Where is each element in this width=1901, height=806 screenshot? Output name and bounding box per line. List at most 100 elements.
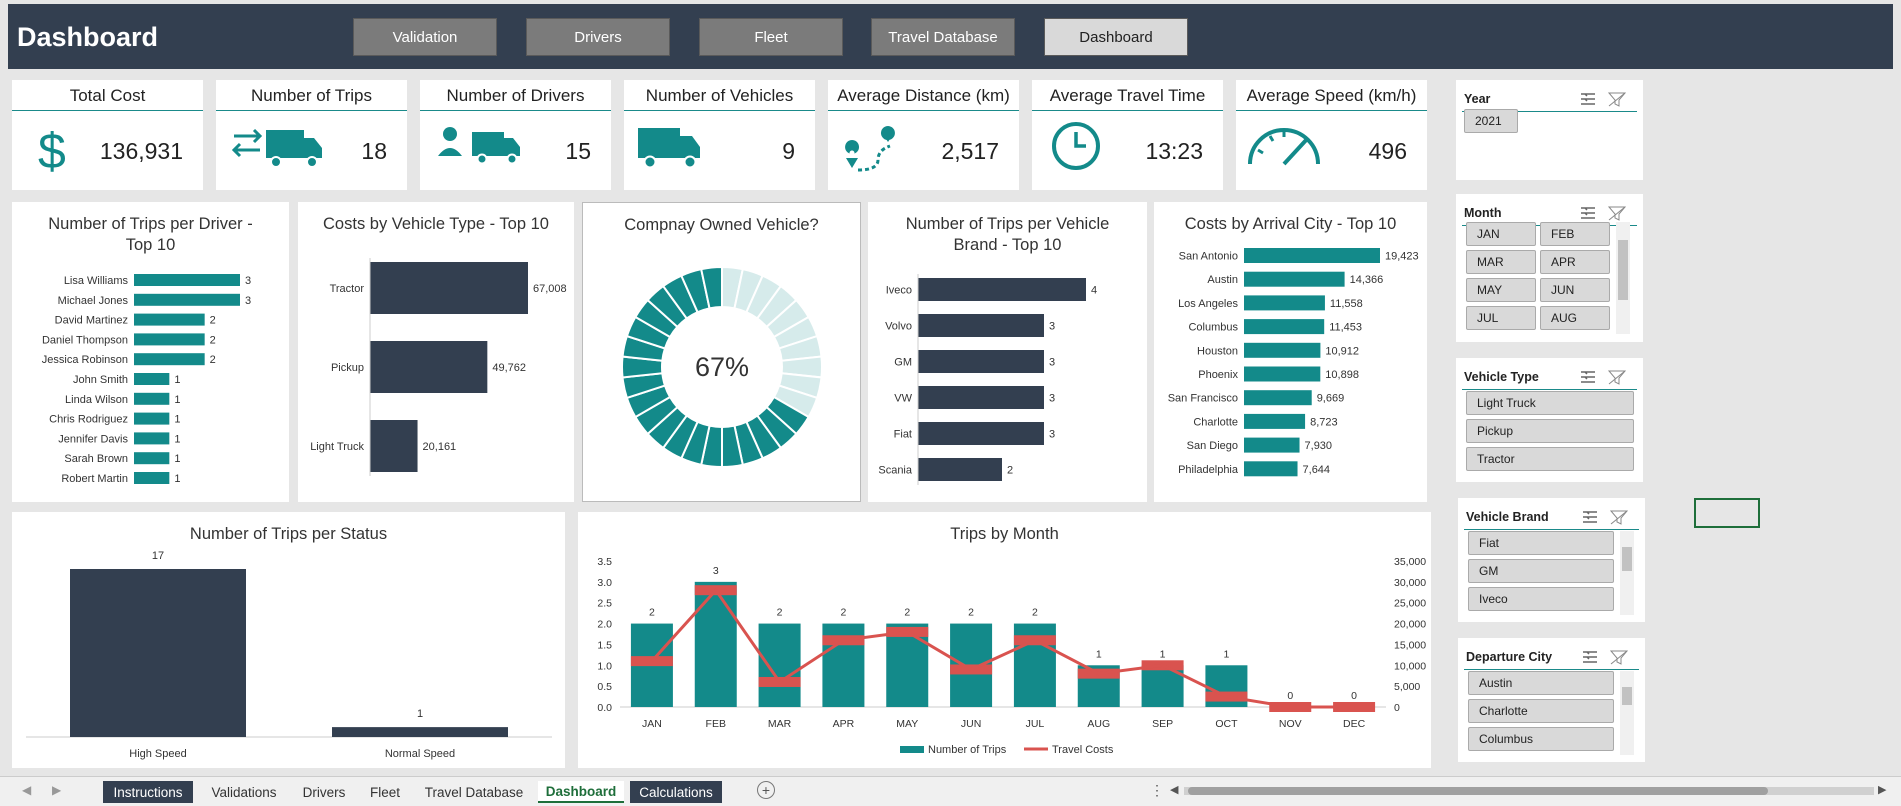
slicer-scrollbar[interactable] bbox=[1620, 671, 1634, 755]
y2-tick-label: 30,000 bbox=[1394, 577, 1426, 589]
category-label: Phoenix bbox=[1198, 369, 1238, 381]
y2-tick-label: 25,000 bbox=[1394, 598, 1426, 610]
y-tick-label: 0.5 bbox=[597, 681, 612, 693]
slicer-title: Departure City bbox=[1466, 650, 1553, 664]
multi-select-icon[interactable] bbox=[1581, 648, 1631, 666]
tab-travel-database[interactable]: Travel Database bbox=[424, 784, 524, 800]
tab-drivers[interactable]: Drivers bbox=[302, 784, 346, 800]
bar bbox=[134, 353, 205, 366]
data-label: 1 bbox=[174, 394, 180, 406]
slicer-item[interactable]: JUL bbox=[1466, 306, 1536, 330]
multi-select-icon[interactable] bbox=[1579, 204, 1629, 222]
data-label: 1 bbox=[1096, 648, 1102, 660]
bar bbox=[370, 420, 418, 472]
slicer-item[interactable]: Austin bbox=[1468, 671, 1614, 695]
kpi-label: Number of Trips bbox=[251, 86, 372, 105]
bar bbox=[1244, 413, 1306, 429]
category-label: Pickup bbox=[331, 362, 364, 374]
slicer-item[interactable]: Fiat bbox=[1468, 531, 1614, 555]
slicer-item[interactable]: APR bbox=[1540, 250, 1610, 274]
category-label: Fiat bbox=[894, 429, 912, 441]
data-label: 2 bbox=[904, 607, 910, 619]
legend-label: Travel Costs bbox=[1052, 744, 1114, 756]
multi-select-icon[interactable] bbox=[1581, 508, 1631, 526]
tab-fleet[interactable]: Fleet bbox=[369, 784, 400, 800]
bar bbox=[134, 392, 170, 405]
kpi-average-speed: Average Speed (km/h) 496 bbox=[1236, 80, 1427, 190]
more-options-icon[interactable]: ⋮ bbox=[1150, 782, 1164, 798]
slicer-item[interactable]: Light Truck bbox=[1466, 391, 1634, 415]
hscroll-right-icon[interactable]: ▶ bbox=[1878, 784, 1887, 796]
nav-travel-database-button[interactable]: Travel Database bbox=[871, 18, 1015, 56]
bar bbox=[886, 623, 929, 707]
slicer-scrollbar[interactable] bbox=[1616, 222, 1630, 334]
slicer-item[interactable]: AUG bbox=[1540, 306, 1610, 330]
tick-label: AUG bbox=[1087, 718, 1110, 730]
slicer-item[interactable]: Charlotte bbox=[1468, 699, 1614, 723]
driver-truck-icon bbox=[438, 127, 520, 165]
bar bbox=[134, 432, 170, 445]
kpi-label: Number of Drivers bbox=[446, 86, 585, 105]
slicer-item[interactable]: Iveco bbox=[1468, 587, 1614, 611]
bar bbox=[1244, 437, 1300, 453]
bar bbox=[918, 386, 1044, 409]
nav-validation-button[interactable]: Validation bbox=[353, 18, 497, 56]
horizontal-scrollbar[interactable] bbox=[1184, 787, 1874, 795]
slicer-item[interactable]: MAY bbox=[1466, 278, 1536, 302]
kpi-label: Average Travel Time bbox=[1049, 86, 1206, 105]
slicer-item[interactable]: JAN bbox=[1466, 222, 1536, 246]
selected-cell[interactable] bbox=[1694, 498, 1760, 528]
tab-calculations[interactable]: Calculations bbox=[630, 781, 722, 803]
chart-title: Number of Trips per Vehicle Brand - Top … bbox=[905, 215, 1110, 254]
nav-drivers-button[interactable]: Drivers bbox=[526, 18, 670, 56]
multi-select-icon[interactable] bbox=[1579, 368, 1629, 386]
slicer-item[interactable]: Tractor bbox=[1466, 447, 1634, 471]
bar bbox=[134, 412, 170, 425]
bar bbox=[134, 452, 170, 465]
kpi-value: 136,931 bbox=[99, 138, 183, 164]
hscroll-left-icon[interactable]: ◀ bbox=[1170, 784, 1179, 796]
multi-select-icon[interactable] bbox=[1579, 90, 1629, 108]
page-title: Dashboard bbox=[17, 22, 159, 52]
tab-scroll-left-icon[interactable]: ◀ bbox=[22, 783, 32, 797]
tab-dashboard[interactable]: Dashboard bbox=[538, 781, 624, 803]
slicer-item[interactable]: FEB bbox=[1540, 222, 1610, 246]
slicer-item[interactable]: Columbus bbox=[1468, 727, 1614, 751]
category-label: Daniel Thompson bbox=[42, 334, 128, 346]
data-label: 3 bbox=[1049, 393, 1055, 405]
category-label: Lisa Williams bbox=[64, 275, 129, 287]
nav-fleet-button[interactable]: Fleet bbox=[699, 18, 843, 56]
slicer-title: Vehicle Type bbox=[1464, 370, 1539, 384]
category-label: VW bbox=[894, 393, 912, 405]
data-label: 10,898 bbox=[1325, 369, 1359, 381]
tab-instructions[interactable]: Instructions bbox=[103, 781, 193, 803]
data-label: 67,008 bbox=[533, 283, 567, 295]
bar bbox=[1244, 271, 1345, 287]
chart-title: Costs by Vehicle Type - Top 10 bbox=[323, 215, 549, 233]
data-label: 20,161 bbox=[423, 441, 457, 453]
category-label: Jessica Robinson bbox=[42, 354, 128, 366]
tab-scroll-right-icon[interactable]: ▶ bbox=[52, 783, 62, 797]
slicer-item[interactable]: MAR bbox=[1466, 250, 1536, 274]
chart-title: Number of Trips per Driver - Top 10 bbox=[48, 215, 253, 254]
bar bbox=[918, 350, 1044, 373]
tick-label: FEB bbox=[706, 718, 726, 730]
data-label: 2 bbox=[1007, 465, 1013, 477]
category-label: Volvo bbox=[885, 321, 912, 333]
slicer-item[interactable]: Pickup bbox=[1466, 419, 1634, 443]
slicer-scrollbar[interactable] bbox=[1620, 531, 1634, 615]
y2-tick-label: 10,000 bbox=[1394, 660, 1426, 672]
slicer-item[interactable]: JUN bbox=[1540, 278, 1610, 302]
slicer-item[interactable]: 2021 bbox=[1464, 109, 1518, 133]
slicer-item[interactable]: GM bbox=[1468, 559, 1614, 583]
add-sheet-icon[interactable]: + bbox=[757, 781, 775, 799]
category-label: Tractor bbox=[330, 283, 365, 295]
tick-label: JUN bbox=[961, 718, 981, 730]
kpi-value: 18 bbox=[361, 138, 387, 164]
kpi-value: 9 bbox=[782, 138, 795, 164]
category-label: Philadelphia bbox=[1178, 464, 1239, 476]
bar bbox=[1244, 295, 1325, 311]
category-label: GM bbox=[894, 357, 912, 369]
tab-validations[interactable]: Validations bbox=[211, 784, 277, 800]
nav-dashboard-button[interactable]: Dashboard bbox=[1044, 18, 1188, 56]
